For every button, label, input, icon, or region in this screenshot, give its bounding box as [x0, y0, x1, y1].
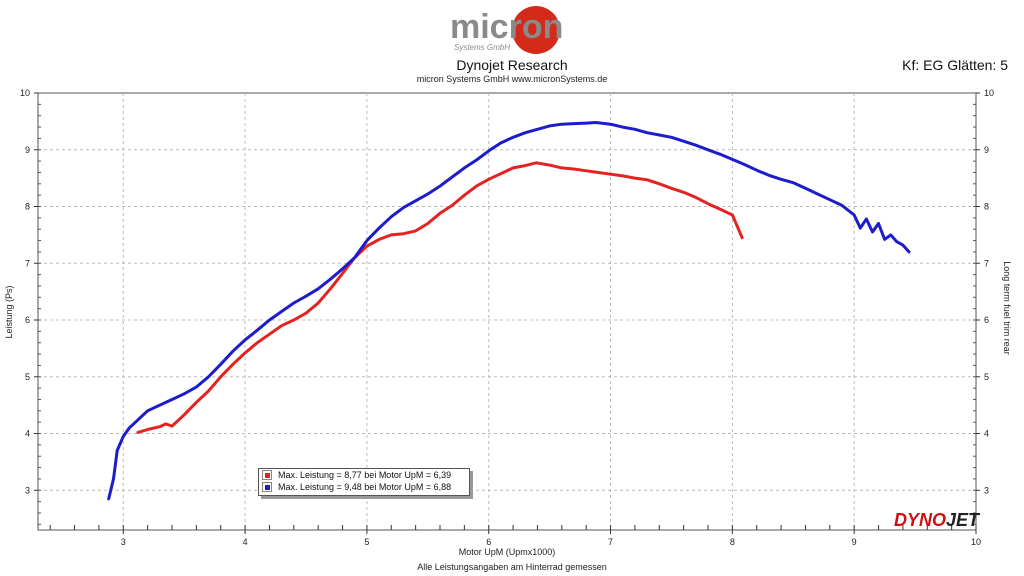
legend-swatch-blue [262, 482, 272, 492]
y2-tick-label: 8 [984, 202, 989, 212]
chart-legend: Max. Leistung = 8,77 bei Motor UpM = 6,3… [258, 468, 470, 496]
y2-tick-label: 5 [984, 372, 989, 382]
logo-subtext: Systems GmbH [454, 43, 510, 52]
footer-note: Alle Leistungsangaben am Hinterrad gemes… [417, 562, 607, 572]
x-tick-label: 8 [730, 537, 735, 547]
y-tick-label: 4 [25, 429, 30, 439]
y2-tick-label: 7 [984, 258, 989, 268]
y2-tick-label: 9 [984, 145, 989, 155]
y2-tick-label: 6 [984, 315, 989, 325]
logo-wordmark: micron [450, 8, 563, 46]
series-line-blue [107, 121, 911, 501]
data-series [107, 121, 911, 501]
legend-item-red: Max. Leistung = 8,77 bei Motor UpM = 6,3… [259, 469, 469, 481]
x-tick-label: 4 [243, 537, 248, 547]
y-tick-label: 8 [25, 202, 30, 212]
y-tick-label: 10 [20, 88, 30, 98]
x-tick-label: 9 [852, 537, 857, 547]
y2-tick-label: 3 [984, 485, 989, 495]
legend-label-blue: Max. Leistung = 9,48 bei Motor UpM = 6,8… [278, 482, 452, 492]
legend-label-red: Max. Leistung = 8,77 bei Motor UpM = 6,3… [278, 470, 452, 480]
y2-tick-label: 10 [984, 88, 994, 98]
x-axis-label: Motor UpM (Upmx1000) [459, 547, 556, 557]
smoothing-label: Kf: EG Glätten: 5 [902, 57, 1008, 73]
micron-logo: micron Systems GmbH [450, 6, 563, 54]
dynojet-part1: DYNO [893, 510, 946, 530]
legend-swatch-red [262, 470, 272, 480]
y-tick-label: 3 [25, 485, 30, 495]
x-tick-label: 6 [486, 537, 491, 547]
dynojet-logo: DYNOJET [894, 510, 979, 531]
y-tick-label: 9 [25, 145, 30, 155]
y-tick-label: 5 [25, 372, 30, 382]
axis-ticks: 3 4 5 6 7 8 9 10 3 3 4 4 5 5 6 6 7 7 8 8 9 9 10 10 [20, 88, 994, 547]
page-subtitle: micron Systems GmbH www.micronSystems.de [416, 74, 608, 84]
grid-lines [38, 93, 976, 530]
x-tick-label: 5 [364, 537, 369, 547]
plot-area [37, 92, 977, 531]
y2-axis-label: Long term fuel trim rear [1002, 261, 1012, 355]
y-tick-label: 6 [25, 315, 30, 325]
dynojet-part2: JET [945, 510, 979, 530]
y-tick-label: 7 [25, 258, 30, 268]
x-tick-label: 3 [121, 537, 126, 547]
x-tick-label: 10 [971, 537, 981, 547]
x-tick-label: 7 [608, 537, 613, 547]
y2-tick-label: 4 [984, 429, 989, 439]
page-title: Dynojet Research [456, 57, 568, 73]
series-line-red [136, 161, 744, 434]
y-axis-label: Leistung (Ps) [4, 285, 14, 338]
legend-item-blue: Max. Leistung = 9,48 bei Motor UpM = 6,8… [259, 481, 469, 493]
